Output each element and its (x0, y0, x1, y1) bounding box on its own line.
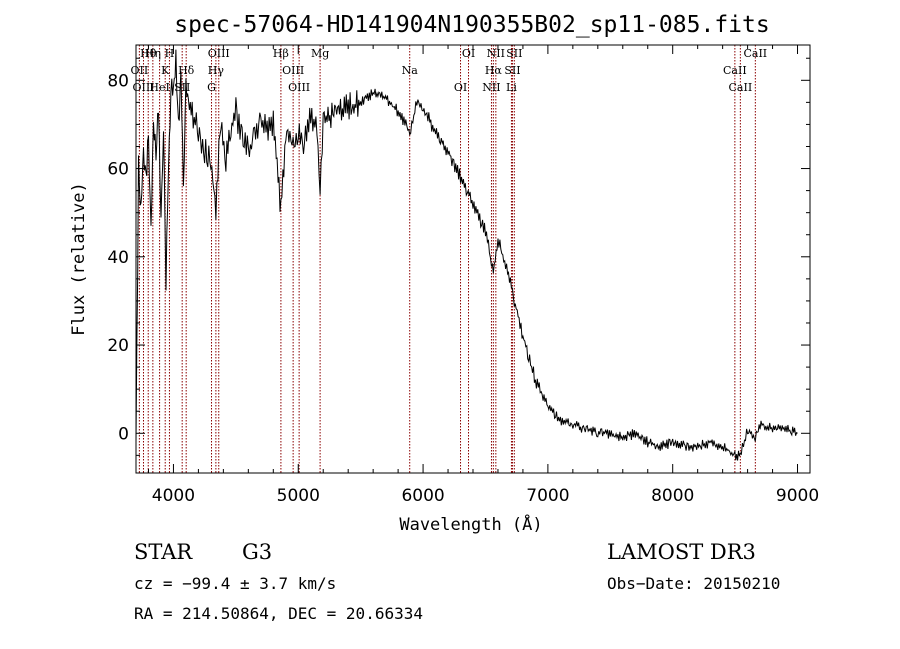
spectrum-series (135, 49, 798, 461)
line-label-23: Li (506, 81, 517, 94)
line-label-9: OIII (208, 47, 230, 60)
line-label-13: OIII (282, 64, 304, 77)
x-tick-label-0: 4000 (152, 486, 195, 506)
object-class: STAR (134, 540, 193, 564)
spectral-line-markers (138, 45, 756, 473)
y-tick-label-4: 80 (107, 71, 129, 91)
line-label-4: K (161, 64, 170, 77)
line-label-11: G (207, 81, 216, 94)
line-label-15: Mg (311, 47, 329, 60)
line-label-24: SII (506, 47, 522, 60)
sky-coordinates: RA = 214.50864, DEC = 20.66334 (134, 604, 423, 623)
chart-title: spec-57064-HD141904N190355B02_sp11-085.f… (174, 12, 769, 38)
line-label-19: Hα (485, 64, 503, 77)
line-label-14: OIII (288, 81, 310, 94)
y-tick-label-3: 60 (107, 160, 129, 180)
spectrum-line (135, 49, 798, 461)
line-label-26: CaII (729, 81, 753, 94)
redshift-velocity: cz = −99.4 ± 3.7 km/s (134, 574, 337, 593)
line-label-6: H (165, 47, 175, 60)
line-label-2: OIII (132, 81, 154, 94)
observation-date: Obs−Date: 20150210 (607, 574, 781, 593)
survey-name: LAMOST DR3 (607, 540, 756, 564)
y-axis-label: Flux (relative) (69, 182, 89, 336)
y-tick-label-0: 0 (118, 424, 129, 444)
spectral-subclass: G3 (242, 540, 273, 564)
x-tick-label-1: 5000 (277, 486, 320, 506)
line-label-1: OII (131, 64, 149, 77)
line-label-25: CaII (723, 64, 747, 77)
line-label-12: Hβ (273, 47, 289, 60)
line-label-3: Hη (145, 47, 161, 60)
line-label-21: NII (487, 47, 505, 60)
axis-ticks: 4000 5000 6000 7000 8000 9000 0 20 40 60 80 (107, 45, 819, 506)
y-tick-label-1: 20 (107, 336, 129, 356)
line-label-27: CaII (743, 47, 767, 60)
line-label-16: Na (402, 64, 419, 77)
x-axis-label: Wavelength (Å) (399, 513, 542, 535)
line-label-10: Hγ (208, 64, 225, 77)
y-tick-label-2: 40 (107, 248, 129, 268)
x-tick-label-3: 7000 (526, 486, 569, 506)
line-label-17: OI (454, 81, 467, 94)
x-tick-label-2: 6000 (401, 486, 444, 506)
spectral-line-labels: Hθ OII OIII HηK HeI HHδ SII OIII Hγ G Hβ OIII OIII Mg… (131, 47, 768, 94)
line-label-5: HeI (149, 81, 169, 94)
line-label-20: NII (482, 81, 500, 94)
line-label-22: SII (504, 64, 520, 77)
line-label-18: OI (462, 47, 475, 60)
line-label-0: Hθ (140, 47, 157, 60)
line-label-7: Hδ (178, 64, 195, 77)
x-tick-label-4: 8000 (651, 486, 694, 506)
x-tick-label-5: 9000 (776, 486, 819, 506)
